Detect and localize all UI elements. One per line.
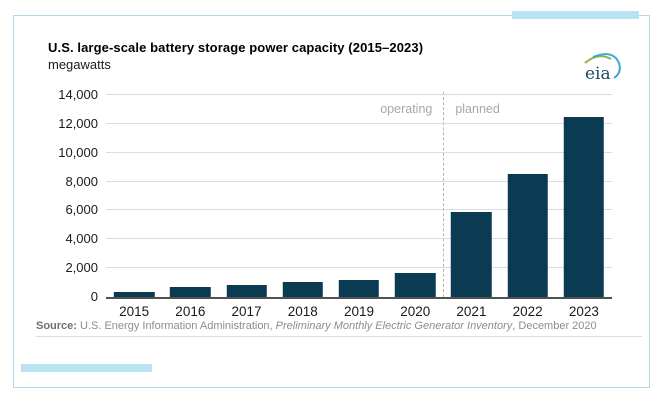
eia-logo: eia [578,48,628,90]
gridline [106,267,612,269]
x-tick-label: 2017 [231,304,262,319]
chart-unit-label: megawatts [48,57,111,72]
gridline [106,151,612,153]
zone-label-operating: operating [380,102,433,116]
gridline [106,238,612,240]
y-tick-label: 6,000 [65,202,98,218]
y-tick-label: 0 [90,289,98,304]
eia-logo-green-arc [584,55,612,64]
y-tick-label: 12,000 [58,115,98,131]
x-tick-label: 2020 [400,304,431,319]
bar-2016 [170,286,211,297]
bar-2015 [113,291,155,297]
eia-logo-text: eia [585,64,611,84]
gridline [106,94,612,95]
bottom-accent-bar [21,364,152,372]
bar-2021 [451,211,492,297]
x-tick-label: 2018 [287,304,318,319]
bar-2022 [507,174,548,297]
bar-2023 [563,116,605,297]
bar-2020 [394,273,436,297]
source-text: U.S. Energy Information Administration, [76,320,276,332]
y-tick-label: 4,000 [65,231,98,247]
bar-2017 [226,284,267,297]
gridline [106,122,612,124]
x-tick-label: 2021 [456,304,487,319]
operating-planned-divider [443,92,445,297]
y-tick-label: 8,000 [65,173,98,189]
x-tick-label: 2023 [568,304,599,319]
bar-2019 [338,279,380,297]
chart-title: U.S. large-scale battery storage power c… [48,40,424,55]
x-tick-label: 2019 [343,304,375,319]
source-label: Source: [36,320,77,332]
y-tick-label: 14,000 [58,87,98,102]
y-tick-label: 2,000 [65,260,98,276]
zone-label-planned: planned [455,102,500,116]
source-date: , December 2020 [512,320,597,332]
chart-card: U.S. large-scale battery storage power c… [13,15,650,388]
bar-2018 [282,281,323,297]
source-note: Source: U.S. Energy Information Administ… [36,320,642,337]
x-tick-label: 2022 [512,304,543,319]
x-tick-label: 2016 [175,304,206,319]
x-tick-label: 2015 [119,304,150,319]
top-accent-bar [512,11,639,19]
eia-logo-blue-arc [592,53,621,79]
gridline [106,180,612,182]
y-tick-label: 10,000 [58,144,98,160]
source-publication: Preliminary Monthly Electric Generator I… [275,320,513,332]
gridline [106,209,612,211]
y-axis: 0 2,000 4,000 6,000 8,000 10,000 12,000 14,000 [14,87,98,304]
plot-area: operating planned 2015 2016 2017 2018 2019 20… [106,92,612,319]
